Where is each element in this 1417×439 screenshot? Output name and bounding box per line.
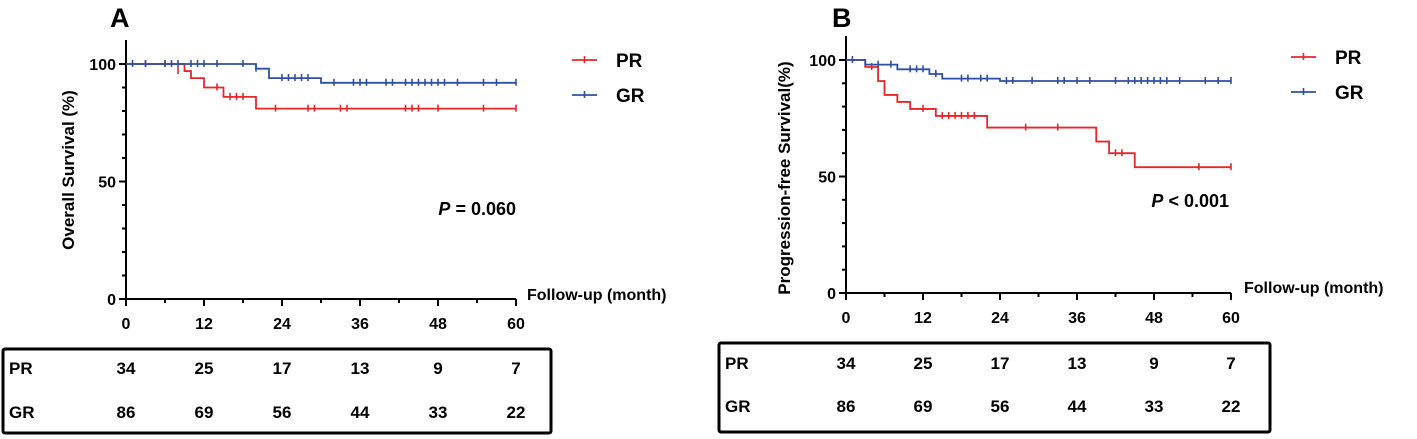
p-value-annotation: P = 0.060 bbox=[438, 199, 516, 219]
legend-label-PR: PR bbox=[1335, 48, 1362, 69]
risk-value-PR: 17 bbox=[273, 359, 292, 378]
risk-value-GR: 56 bbox=[991, 397, 1010, 416]
panel-letter: B bbox=[832, 3, 852, 33]
x-tick-label: 48 bbox=[429, 316, 447, 333]
survival-curve-PR bbox=[126, 63, 516, 110]
legend-label-PR: PR bbox=[616, 51, 643, 72]
p-value-text: = 0.060 bbox=[450, 199, 516, 219]
x-axis-title: Follow-up (month) bbox=[527, 287, 667, 304]
risk-value-GR: 44 bbox=[351, 403, 370, 422]
risk-value-GR: 69 bbox=[195, 403, 214, 422]
series-PR bbox=[846, 59, 1232, 171]
x-tick-label: 12 bbox=[914, 310, 932, 327]
y-axis-title: Progression-free Survival(%) bbox=[775, 61, 794, 294]
y-tick-label: 50 bbox=[818, 170, 836, 187]
series-GR bbox=[846, 56, 1232, 84]
x-tick-label: 24 bbox=[273, 316, 291, 333]
risk-value-GR: 69 bbox=[914, 397, 933, 416]
x-tick-label: 60 bbox=[507, 316, 525, 333]
risk-row-label-PR: PR bbox=[725, 354, 749, 373]
legend-label-GR: GR bbox=[616, 86, 645, 107]
risk-row-label-GR: GR bbox=[9, 403, 35, 422]
risk-value-PR: 34 bbox=[837, 354, 856, 373]
risk-value-PR: 13 bbox=[1068, 354, 1087, 373]
x-tick-label: 36 bbox=[1068, 310, 1086, 327]
risk-value-GR: 86 bbox=[837, 397, 856, 416]
p-value-symbol: P bbox=[1151, 191, 1164, 211]
series-GR bbox=[126, 60, 517, 86]
series-PR bbox=[126, 60, 517, 112]
risk-value-PR: 7 bbox=[1226, 354, 1235, 373]
x-tick-label: 12 bbox=[195, 316, 213, 333]
y-axis-title: Overall Survival (%) bbox=[59, 90, 78, 250]
risk-row-label-GR: GR bbox=[725, 397, 751, 416]
risk-value-GR: 22 bbox=[507, 403, 526, 422]
risk-value-GR: 56 bbox=[273, 403, 292, 422]
panel-letter: A bbox=[110, 3, 130, 33]
risk-value-GR: 22 bbox=[1222, 397, 1241, 416]
x-tick-label: 0 bbox=[842, 310, 851, 327]
risk-value-PR: 34 bbox=[117, 359, 136, 378]
risk-value-GR: 86 bbox=[117, 403, 136, 422]
risk-value-GR: 44 bbox=[1068, 397, 1087, 416]
risk-value-PR: 7 bbox=[511, 359, 520, 378]
x-tick-label: 60 bbox=[1222, 310, 1240, 327]
x-axis-title: Follow-up (month) bbox=[1244, 280, 1384, 297]
risk-value-PR: 9 bbox=[433, 359, 442, 378]
x-tick-label: 36 bbox=[351, 316, 369, 333]
y-tick-label: 0 bbox=[827, 286, 836, 303]
legend-label-GR: GR bbox=[1335, 83, 1364, 104]
survival-curve-GR bbox=[846, 59, 1231, 82]
risk-table-box bbox=[1, 347, 553, 435]
risk-value-GR: 33 bbox=[429, 403, 448, 422]
p-value-text: < 0.001 bbox=[1163, 191, 1229, 211]
y-tick-label: 100 bbox=[89, 57, 116, 74]
risk-value-PR: 17 bbox=[991, 354, 1010, 373]
x-tick-label: 0 bbox=[122, 316, 131, 333]
risk-value-PR: 25 bbox=[914, 354, 933, 373]
risk-value-GR: 33 bbox=[1145, 397, 1164, 416]
survival-curve-PR bbox=[846, 59, 1231, 169]
risk-value-PR: 25 bbox=[195, 359, 214, 378]
risk-value-PR: 9 bbox=[1149, 354, 1158, 373]
y-tick-label: 0 bbox=[107, 292, 116, 309]
x-tick-label: 24 bbox=[991, 310, 1009, 327]
risk-value-PR: 13 bbox=[351, 359, 370, 378]
risk-row-label-PR: PR bbox=[9, 359, 33, 378]
y-tick-label: 50 bbox=[98, 175, 116, 192]
p-value-symbol: P bbox=[438, 199, 451, 219]
x-tick-label: 48 bbox=[1145, 310, 1163, 327]
y-tick-label: 100 bbox=[809, 53, 836, 70]
risk-table-box bbox=[717, 341, 1272, 434]
p-value-annotation: P < 0.001 bbox=[1151, 191, 1229, 211]
